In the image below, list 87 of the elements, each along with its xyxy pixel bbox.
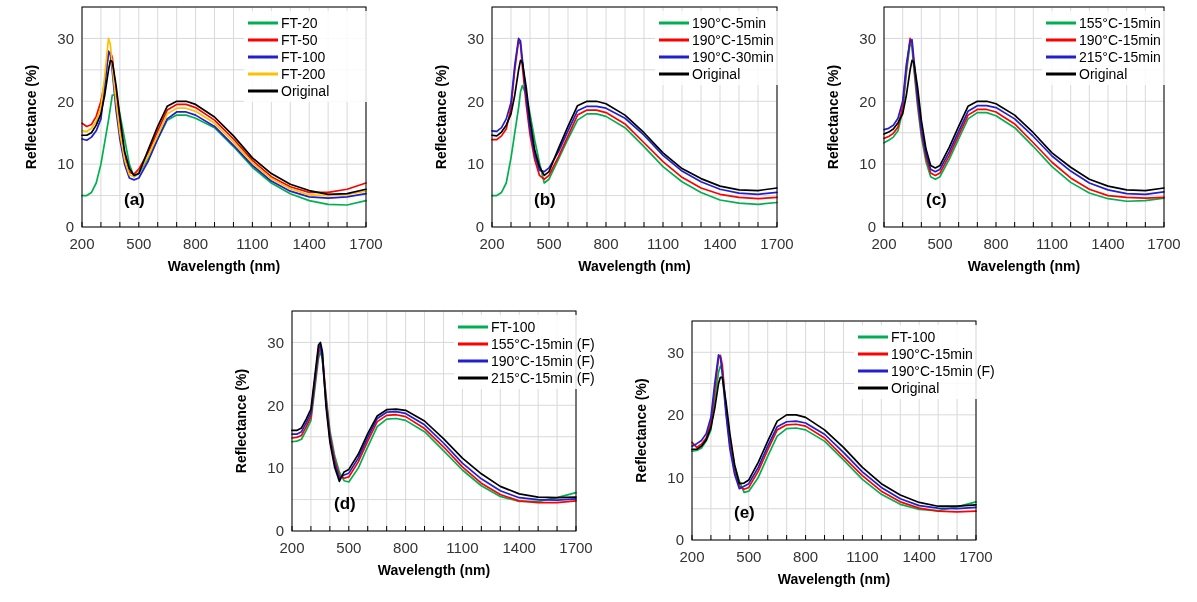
annotation: (b) [534,190,556,209]
x-tick-label: 200 [871,235,897,252]
annotation: (e) [734,503,755,522]
y-tick-label: 0 [65,218,74,236]
legend-label: 190°C-15min [891,345,973,362]
y-tick-label: 0 [867,218,876,236]
x-axis-title: Wavelength (nm) [167,258,281,274]
x-tick-label: 1400 [1091,235,1125,252]
x-tick-label: 500 [126,235,152,252]
y-tick-label: 20 [57,92,74,110]
legend-label: 190°C-15min [1079,31,1161,48]
x-axis-title: Wavelength (nm) [967,258,1081,274]
x-tick-label: 800 [393,539,419,556]
line-series [491,84,778,206]
x-tick-label: 1400 [502,539,536,556]
y-tick-label: 10 [667,468,684,486]
x-axis-title: Wavelength (nm) [578,258,691,274]
x-tick-label: 200 [679,548,705,565]
y-tick-label: 30 [57,29,74,47]
legend-label: 190°C-30min [692,48,774,65]
legend-label: Original [1079,65,1128,82]
x-tick-label: 1400 [292,235,326,252]
x-tick-label: 1700 [1147,235,1181,252]
x-tick-label: 800 [793,548,819,565]
x-tick-label: 1700 [760,235,794,252]
y-tick-label: 10 [467,155,484,173]
x-tick-label: 1100 [846,548,879,565]
x-tick-label: 200 [279,539,305,556]
legend-label: 215°C-15min [1079,48,1161,65]
x-tick-label: 1400 [703,235,737,252]
y-tick-label: 10 [267,459,284,477]
x-tick-label: 800 [593,235,619,252]
annotation: (c) [926,190,947,209]
x-tick-label: 500 [336,539,362,556]
x-tick-label: 500 [536,235,562,252]
legend-label: 155°C-15min (F) [491,335,595,352]
y-tick-label: 0 [275,522,284,540]
y-axis-title: Reflectance (%) [633,378,649,483]
x-tick-label: 1400 [902,548,936,565]
annotation: (d) [334,494,356,513]
x-tick-label: 1700 [559,539,593,556]
x-tick-label: 1100 [446,539,479,556]
y-tick-label: 10 [57,155,74,173]
x-tick-label: 1100 [236,235,269,252]
annotation: (a) [124,190,145,209]
x-tick-label: 200 [479,235,505,252]
y-axis-title: Reflectance (%) [233,368,249,474]
legend-label: Original [281,82,330,99]
y-axis-title: Reflectance (%) [23,64,39,170]
x-axis-title: Wavelength (nm) [377,562,491,578]
y-tick-label: 20 [667,406,684,424]
x-tick-label: 800 [983,235,1009,252]
y-tick-label: 10 [859,155,876,173]
legend-label: FT-50 [281,31,318,48]
legend-label: FT-100 [491,318,536,335]
legend-label: 155°C-15min [1079,14,1161,31]
legend-label: 190°C-15min [692,31,774,48]
y-tick-label: 0 [475,218,484,236]
x-tick-label: 500 [927,235,953,252]
legend-label: Original [692,65,741,82]
y-tick-label: 20 [859,92,876,110]
x-tick-label: 1700 [349,235,383,252]
legend-label: 190°C-15min (F) [891,362,995,379]
y-tick-label: 20 [267,396,284,414]
legend-label: FT-100 [891,328,936,345]
y-tick-label: 0 [675,531,684,549]
x-tick-label: 500 [736,548,762,565]
legend-label: Original [891,379,940,396]
x-tick-label: 800 [183,235,209,252]
x-tick-label: 200 [69,235,95,252]
y-tick-label: 20 [467,92,484,110]
y-tick-label: 30 [667,343,684,361]
x-tick-label: 1100 [1035,235,1069,252]
legend-label: FT-20 [281,14,318,31]
legend-label: 190°C-5min [692,14,767,31]
y-tick-label: 30 [267,333,284,351]
legend-label: 190°C-15min (F) [491,352,595,369]
x-tick-label: 1700 [959,548,993,565]
legend-label: FT-100 [281,48,326,65]
x-axis-title: Wavelength (nm) [777,571,891,587]
legend-label: 215°C-15min (F) [491,369,595,386]
x-tick-label: 1100 [646,235,680,252]
y-tick-label: 30 [467,29,484,47]
y-tick-label: 30 [859,29,876,47]
y-axis-title: Reflectance (%) [825,64,841,170]
legend-label: FT-200 [281,65,326,82]
y-axis-title: Reflectance (%) [433,64,449,170]
